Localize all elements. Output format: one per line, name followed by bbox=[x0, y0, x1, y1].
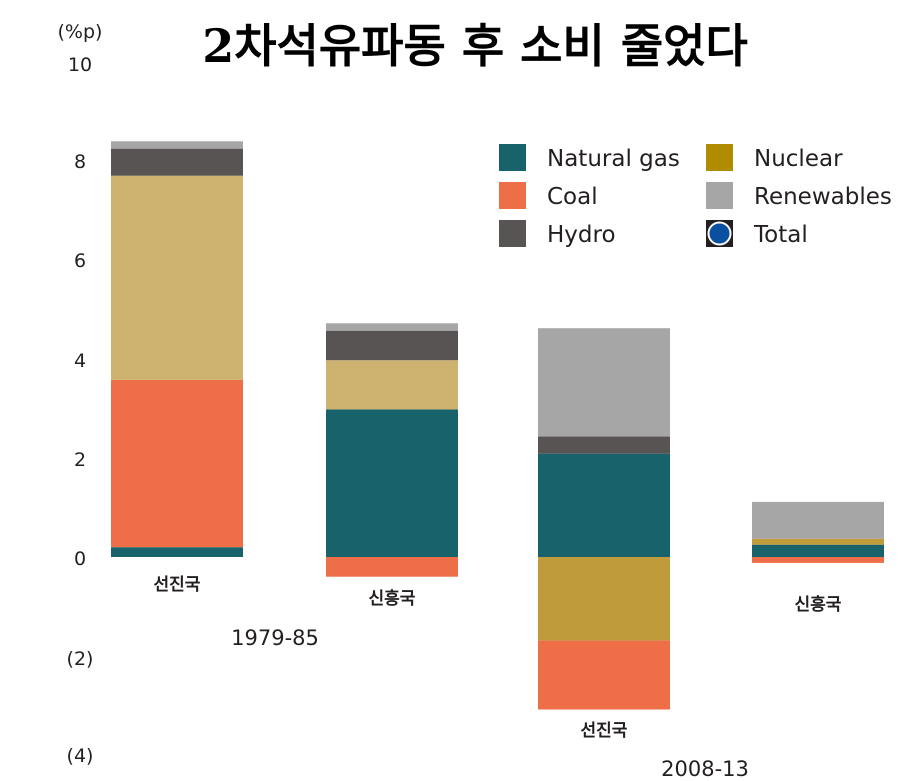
period-label: 1979-85 bbox=[231, 626, 319, 650]
bar-segment-renewables bbox=[752, 501, 884, 539]
bar-segment-coal bbox=[111, 379, 243, 548]
legend-swatch bbox=[499, 220, 526, 247]
category-label: 신흥국 bbox=[795, 594, 842, 615]
bar-segment-coal bbox=[538, 640, 670, 710]
legend-swatch bbox=[706, 182, 733, 209]
bar-segment-renewables bbox=[111, 141, 243, 149]
y-tick-label: 6 bbox=[74, 250, 86, 272]
period-label: 2008-13 bbox=[661, 757, 749, 781]
bar-stack bbox=[111, 141, 243, 557]
y-tick-label: (4) bbox=[67, 745, 94, 767]
legend-item-hydro: Hydro bbox=[499, 220, 616, 248]
legend-label: Renewables bbox=[754, 184, 892, 210]
legend-label: Coal bbox=[547, 184, 598, 210]
y-tick-label: 10 bbox=[68, 54, 92, 76]
y-tick-label: 4 bbox=[74, 350, 86, 372]
category-label: 선진국 bbox=[581, 721, 628, 741]
y-tick-label: 0 bbox=[74, 548, 86, 570]
bar-segment-nuclear bbox=[111, 175, 243, 380]
y-axis-unit: (%p) bbox=[58, 21, 103, 43]
bar-stack bbox=[538, 328, 670, 710]
bar-stack bbox=[326, 323, 458, 577]
legend-label: Nuclear bbox=[754, 146, 843, 172]
bar-segment-coal bbox=[752, 557, 884, 563]
period-labels: 1979-85 2008-13 bbox=[231, 626, 749, 781]
bar-segment-coal bbox=[326, 557, 458, 577]
bar-segment-hydro bbox=[538, 436, 670, 454]
y-tick-label: 8 bbox=[74, 151, 86, 173]
y-tick-label: 2 bbox=[74, 449, 86, 471]
chart-title: 2차석유파동 후 소비 줄었다 bbox=[202, 19, 748, 73]
bar-segment-nuclear bbox=[538, 557, 670, 641]
bar-segment-natural-gas bbox=[752, 544, 884, 557]
legend-swatch bbox=[706, 144, 733, 171]
legend-swatch bbox=[499, 144, 526, 171]
legend-swatch bbox=[499, 182, 526, 209]
y-axis-ticks: 10 8 6 4 2 0 (2) (4) bbox=[67, 54, 94, 767]
legend-item-nuclear: Nuclear bbox=[706, 144, 843, 172]
bar-segment-nuclear bbox=[326, 360, 458, 410]
legend-label: Total bbox=[753, 222, 808, 248]
bar-segment-natural-gas bbox=[111, 547, 243, 557]
category-label: 신흥국 bbox=[369, 588, 416, 609]
legend: Natural gas Coal Hydro Nuclear Renewables Tot… bbox=[499, 144, 892, 248]
bar-segment-natural-gas bbox=[538, 453, 670, 557]
bar-stacks bbox=[111, 141, 884, 710]
legend-label: Hydro bbox=[547, 222, 616, 248]
category-label: 선진국 bbox=[154, 575, 201, 595]
legend-item-total: Total bbox=[706, 220, 808, 248]
bar-segment-natural-gas bbox=[326, 409, 458, 557]
bar-segment-hydro bbox=[326, 330, 458, 361]
y-tick-label: (2) bbox=[67, 648, 94, 670]
legend-marker-total bbox=[707, 221, 732, 246]
bar-segment-hydro bbox=[111, 148, 243, 176]
legend-item-renewables: Renewables bbox=[706, 182, 892, 210]
bar-segment-nuclear bbox=[752, 538, 884, 545]
legend-item-natural-gas: Natural gas bbox=[499, 144, 680, 172]
legend-item-coal: Coal bbox=[499, 182, 598, 210]
bar-segment-renewables bbox=[326, 323, 458, 331]
bar-segment-renewables bbox=[538, 328, 670, 437]
legend-label: Natural gas bbox=[547, 146, 680, 172]
bar-stack bbox=[752, 501, 884, 563]
